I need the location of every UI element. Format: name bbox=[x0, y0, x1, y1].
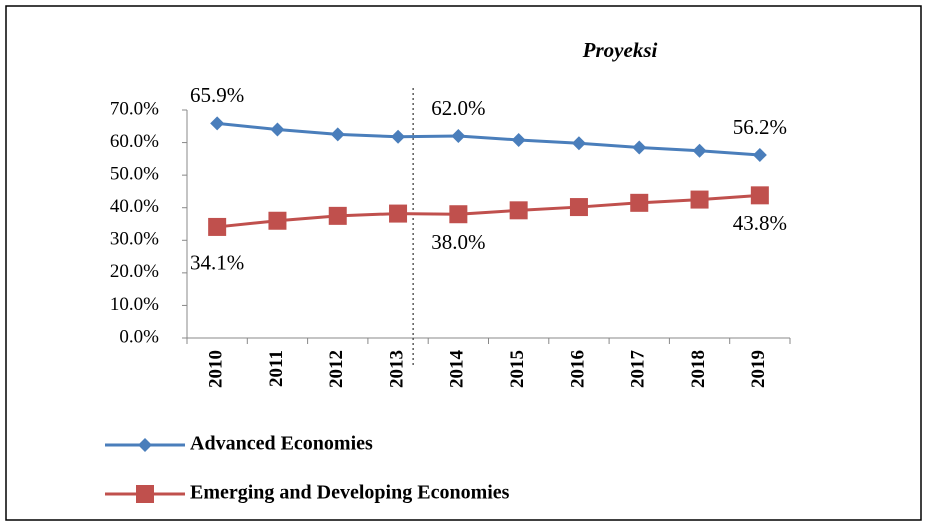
y-tick-label: 70.0% bbox=[110, 98, 159, 119]
data-point bbox=[451, 129, 466, 144]
data-label: 43.8% bbox=[733, 211, 787, 235]
y-tick-label: 0.0% bbox=[119, 326, 159, 347]
data-label: 38.0% bbox=[431, 230, 485, 254]
x-tick-label: 2016 bbox=[567, 350, 588, 388]
y-tick-label: 40.0% bbox=[110, 196, 159, 217]
data-label: 65.9% bbox=[190, 83, 244, 107]
y-tick-label: 30.0% bbox=[110, 229, 159, 250]
x-tick-label: 2017 bbox=[628, 350, 649, 389]
x-tick-label: 2013 bbox=[386, 350, 407, 388]
data-label: 34.1% bbox=[190, 251, 244, 275]
data-point bbox=[268, 211, 287, 230]
x-tick-label: 2010 bbox=[206, 350, 227, 388]
x-tick-label: 2015 bbox=[507, 350, 528, 388]
series-line bbox=[216, 193, 760, 229]
data-point bbox=[511, 132, 526, 147]
data-point bbox=[690, 190, 709, 209]
data-point bbox=[571, 136, 586, 151]
data-point bbox=[752, 147, 767, 162]
data-point bbox=[328, 206, 347, 225]
data-label: 62.0% bbox=[431, 96, 485, 120]
annotation: Proyeksi bbox=[582, 38, 658, 62]
x-tick-label: 2012 bbox=[326, 350, 347, 388]
data-label: 56.2% bbox=[733, 115, 787, 139]
legend-label: Advanced Economies bbox=[190, 433, 373, 455]
data-point bbox=[449, 205, 468, 224]
data-point bbox=[750, 186, 769, 205]
y-tick-label: 10.0% bbox=[110, 294, 159, 315]
x-tick-label: 2019 bbox=[748, 350, 769, 388]
y-tick-label: 20.0% bbox=[110, 261, 159, 282]
x-tick-label: 2018 bbox=[688, 350, 709, 388]
data-point bbox=[270, 122, 285, 137]
x-tick-label: 2011 bbox=[266, 350, 287, 387]
data-point bbox=[389, 204, 408, 223]
legend-label: Emerging and Developing Economies bbox=[190, 482, 510, 504]
data-point bbox=[208, 217, 227, 236]
legend-marker bbox=[138, 438, 152, 452]
data-point bbox=[692, 143, 707, 158]
y-tick-label: 50.0% bbox=[110, 164, 159, 185]
data-point bbox=[509, 201, 528, 220]
data-point bbox=[210, 116, 225, 131]
series-line bbox=[216, 121, 760, 157]
y-tick-label: 60.0% bbox=[110, 131, 159, 152]
data-point bbox=[330, 127, 345, 142]
data-point bbox=[632, 140, 647, 155]
data-point bbox=[630, 193, 649, 212]
legend-marker bbox=[136, 485, 154, 503]
data-point bbox=[569, 198, 588, 217]
x-tick-label: 2014 bbox=[447, 350, 468, 389]
frame bbox=[5, 5, 922, 521]
data-point bbox=[391, 129, 406, 144]
